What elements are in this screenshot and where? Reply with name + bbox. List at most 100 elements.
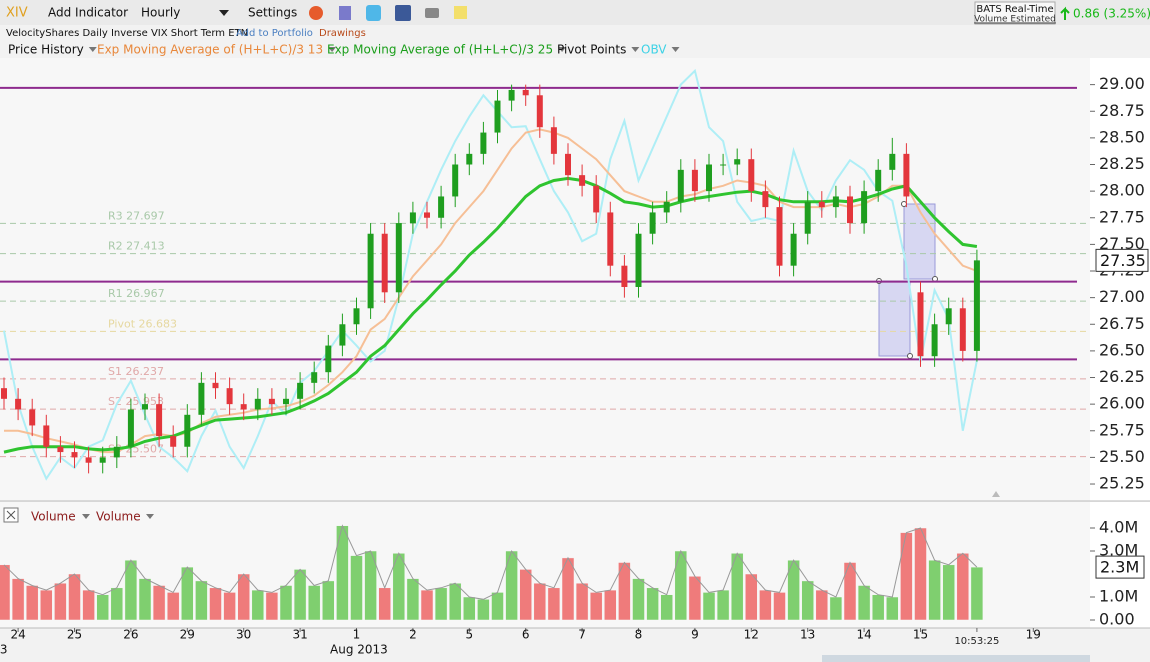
candle-body — [15, 398, 22, 410]
drawing-box[interactable] — [878, 280, 911, 357]
y-tick-label: 26.75 — [1099, 314, 1145, 333]
volume-bar — [871, 594, 885, 621]
candle-body — [494, 100, 501, 133]
volume-bar — [0, 564, 11, 621]
y-tick-label: 28.25 — [1099, 154, 1145, 173]
y-tick-label: 27.50 — [1099, 234, 1145, 253]
volume-bar — [970, 566, 984, 621]
settings[interactable]: Settings — [248, 6, 297, 20]
scroll-marker[interactable] — [992, 491, 1000, 497]
legend-entry[interactable]: Pivot Points — [557, 43, 626, 57]
candle-body — [113, 446, 120, 458]
legend-entry[interactable]: Price History — [8, 43, 84, 57]
legend-entry[interactable]: Exp Moving Average of (H+L+C)/3 13 — [97, 43, 323, 57]
interval[interactable]: Hourly — [141, 6, 180, 20]
volume-bar — [928, 559, 941, 621]
candle-body — [57, 446, 64, 453]
volume-bar — [350, 555, 363, 621]
x-tick-label: 7 — [578, 628, 586, 642]
candle-body — [677, 169, 684, 202]
candle-body — [367, 233, 374, 309]
candle-body — [565, 153, 571, 176]
pivot-label: S2 25.953 — [108, 395, 164, 408]
volume-bar — [646, 587, 659, 621]
x-sub-label: Aug 2013 — [330, 643, 388, 657]
volume-bar — [138, 578, 152, 621]
volume-bar — [886, 596, 899, 621]
volume-bar — [801, 580, 814, 621]
candle-body — [536, 95, 543, 128]
y-tick-label: 25.75 — [1099, 420, 1145, 439]
candle-body — [297, 382, 304, 399]
volume-bar — [322, 580, 335, 621]
candle-body — [790, 233, 797, 266]
candle-body — [720, 164, 727, 166]
candle-body — [959, 308, 966, 351]
twitter-icon[interactable] — [366, 5, 381, 21]
clock-icon[interactable] — [309, 6, 323, 20]
security-name: VelocityShares Daily Inverse VIX Short T… — [6, 28, 248, 39]
volume-bar — [716, 589, 730, 621]
volume-bar — [942, 564, 955, 621]
legend-entry[interactable]: OBV — [641, 43, 667, 57]
x-tick-label: 19 — [1026, 628, 1041, 642]
legend-dropdown — [82, 514, 90, 519]
indicator-line — [4, 128, 978, 454]
close-x[interactable] — [6, 510, 16, 520]
legend-dropdown — [88, 47, 97, 52]
volume-bar — [674, 550, 688, 621]
candle-body — [226, 388, 233, 405]
last-price-box — [1095, 248, 1149, 272]
symbol[interactable]: XIV — [6, 6, 28, 21]
price-axis-bg — [1090, 58, 1150, 501]
facebook-icon[interactable] — [395, 5, 411, 21]
candle-body — [931, 324, 938, 357]
add-to-portfolio[interactable]: Add to Portfolio — [236, 28, 313, 39]
x-tick-label: 8 — [635, 628, 643, 642]
x-tick-label: 26 — [123, 628, 138, 642]
candle-body — [832, 196, 839, 208]
candle-body — [240, 404, 247, 410]
dropdown-arrow[interactable] — [219, 10, 229, 16]
candle-body — [43, 425, 50, 447]
candle-body — [861, 191, 868, 224]
add-indicator[interactable]: Add Indicator — [48, 6, 128, 20]
candle-body — [480, 132, 487, 154]
candle-body — [818, 201, 825, 208]
candle-body — [649, 212, 656, 234]
candle-body — [973, 260, 980, 351]
candle-body — [85, 457, 92, 463]
drawing-handle[interactable] — [907, 353, 913, 359]
volume-bar — [336, 525, 349, 621]
note-icon[interactable] — [454, 6, 467, 19]
legend-entry[interactable]: Exp Moving Average of (H+L+C)/3 25 — [327, 43, 553, 57]
candle-body — [706, 164, 712, 192]
db-icon[interactable] — [339, 6, 351, 20]
volume-bar — [40, 589, 53, 621]
volume-line — [3, 524, 978, 600]
candle-body — [875, 169, 882, 192]
candle-body — [339, 324, 346, 346]
camera-icon[interactable] — [425, 8, 439, 18]
volume-bar — [843, 562, 857, 621]
y-tick-label: 1.0M — [1099, 587, 1138, 606]
up-arrow — [1060, 6, 1070, 20]
y-tick-label: 28.00 — [1099, 181, 1145, 200]
pivot-label: S3 25.507 — [108, 443, 164, 456]
drawing-handle[interactable] — [901, 201, 907, 207]
volume-bar — [688, 576, 702, 621]
volume-bar — [463, 596, 476, 621]
drawings[interactable]: Drawings — [319, 28, 366, 39]
legend-entry[interactable]: Volume — [31, 510, 76, 524]
y-tick-label: 28.50 — [1099, 127, 1145, 146]
toolbar — [0, 0, 1150, 25]
scroll-preview[interactable] — [822, 655, 1090, 662]
candle-body — [268, 398, 275, 405]
volume-bar — [857, 585, 871, 621]
candle-body — [184, 414, 191, 447]
volume-bar — [773, 592, 786, 621]
legend-entry[interactable]: Volume — [96, 510, 141, 524]
candle-body — [325, 345, 332, 373]
volume-bar — [96, 594, 109, 621]
drawing-box[interactable] — [903, 203, 936, 280]
